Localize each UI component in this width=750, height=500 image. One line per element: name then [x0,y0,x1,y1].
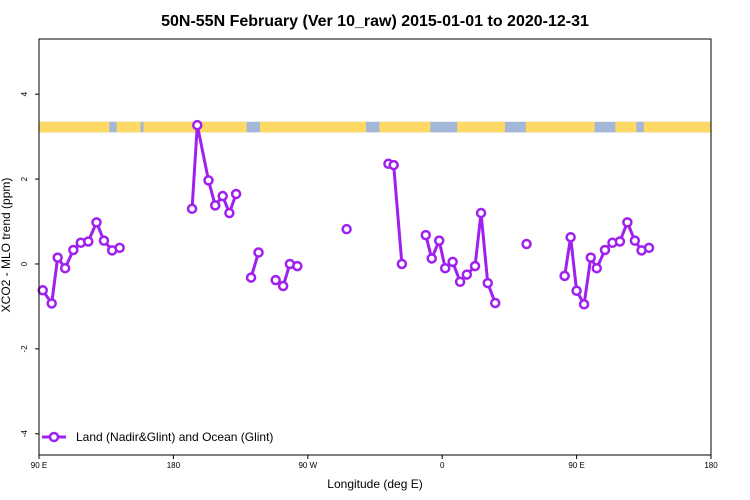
y-tick-label: -2 [20,345,29,353]
land-segment [525,121,595,133]
data-point [91,217,102,228]
data-point [388,159,399,171]
data-point [643,242,655,254]
data-point [230,188,242,200]
x-axis-label: Longitude (deg E) [327,477,422,491]
data-point [59,262,71,274]
data-point [83,236,94,247]
data-point [292,260,303,272]
data-point [559,270,570,282]
y-tick-label: 0 [20,261,29,266]
data-point [203,175,214,186]
land-segment [260,121,367,133]
data-point [270,274,281,286]
data-point [37,285,48,296]
x-tick-label: 90 W [298,461,317,470]
legend-label: Land (Nadir&Glint) and Ocean (Glint) [76,430,273,444]
x-tick-label: 180 [704,461,718,470]
data-point [439,262,451,274]
y-axis-label: XCO2 - MLO trend (ppm) [0,178,13,313]
data-point [571,285,582,296]
data-point [396,258,408,270]
land-segment [379,121,431,133]
data-point [186,203,198,215]
data-point [578,299,590,310]
ocean-band [39,121,711,133]
data-point [614,236,626,247]
data-point [68,244,79,256]
data-point [46,298,57,309]
data-point [420,229,432,241]
y-tick-label: -4 [20,430,29,438]
y-axis: -4 -2 0 2 4 [20,91,39,437]
data-point [209,200,221,211]
x-tick-label: 180 [167,461,181,470]
data-point [489,297,501,309]
land-segment [615,121,637,133]
land-segment [116,121,141,133]
x-tick-label: 90 E [31,461,47,470]
legend-swatch-marker [48,431,60,443]
data-point [98,235,110,246]
legend: Land (Nadir&Glint) and Ocean (Glint) [42,430,273,444]
data-point [114,242,125,254]
x-tick-label: 90 E [568,461,584,470]
data-point [591,262,603,274]
chart-title: 50N-55N February (Ver 10_raw) 2015-01-01… [161,13,589,30]
y-tick-label: 2 [20,176,29,181]
data-point [245,272,257,283]
y-tick-label: 4 [20,91,29,96]
data-point [217,190,228,202]
data-point [599,244,611,256]
data-point [277,280,289,292]
data-point [253,247,264,258]
land-segment [39,121,110,133]
data-point [224,207,235,219]
data-point [585,252,597,263]
data-point [629,235,641,246]
data-point [469,260,481,272]
data-point [52,252,63,263]
data-point [565,231,576,243]
data-point [475,207,487,219]
data-point [521,238,532,250]
data-point [447,256,458,268]
x-tick-label: 0 [440,461,445,470]
data-point [341,223,352,235]
x-axis: 90 E 180 90 W 0 90 E 180 [31,455,718,470]
data-point [482,277,493,289]
data-point [461,269,473,280]
land-ocean-band [39,121,711,133]
plot-frame [38,38,712,456]
data-point [622,217,633,228]
data-point [433,235,445,246]
data-point [426,253,437,264]
data-point [454,276,466,288]
data-point [192,119,203,131]
land-segment [457,121,505,133]
land-segment [643,121,711,133]
